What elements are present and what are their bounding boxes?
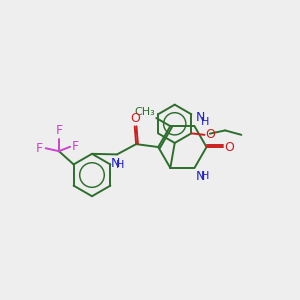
Text: CH₃: CH₃ — [134, 107, 155, 117]
Text: H: H — [201, 117, 209, 127]
Text: N: N — [111, 157, 120, 170]
Text: F: F — [72, 140, 79, 153]
Text: F: F — [55, 124, 62, 137]
Text: H: H — [116, 160, 125, 170]
Text: F: F — [36, 142, 43, 155]
Text: H: H — [201, 172, 209, 182]
Text: N: N — [196, 111, 206, 124]
Text: O: O — [130, 112, 140, 125]
Text: N: N — [196, 170, 206, 183]
Text: O: O — [206, 128, 215, 141]
Text: O: O — [224, 141, 234, 154]
